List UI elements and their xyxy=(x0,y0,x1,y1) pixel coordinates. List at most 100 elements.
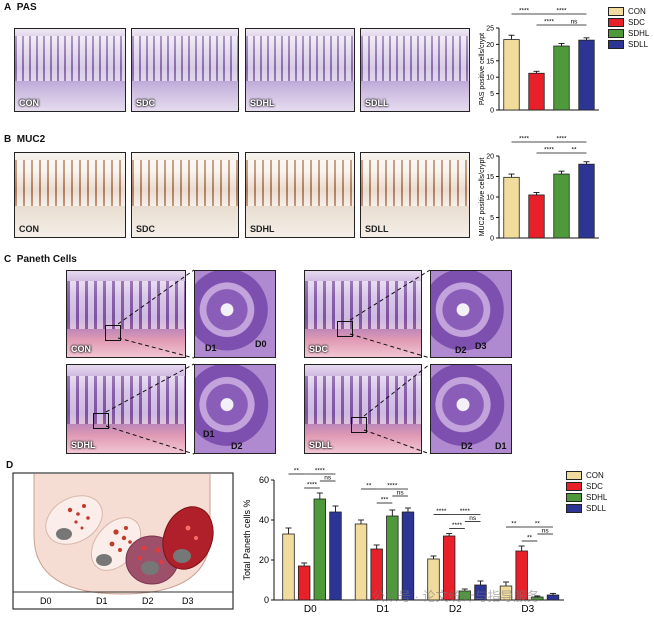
legend-item-con: CON xyxy=(608,6,652,17)
crypt-schematic: D0 D1 D2 D3 xyxy=(12,472,234,610)
pas-ytick-label: 25 xyxy=(486,26,494,33)
pas-ylabel: PAS positive cells/crypt xyxy=(479,33,486,105)
legend-swatch-sdhl xyxy=(608,29,624,38)
pas-ytick-label: 0 xyxy=(490,108,494,115)
legend-item-sdll: SDLL xyxy=(566,503,636,514)
legend-d: CON SDC SDHL SDLL xyxy=(566,470,636,514)
paneth-bar-con xyxy=(282,533,295,601)
zoom-con-label-1: D1 xyxy=(205,343,217,353)
legend-label-con: CON xyxy=(586,471,604,480)
schematic-label-d3: D3 xyxy=(182,596,194,606)
legend-label-sdhl: SDHL xyxy=(586,493,608,502)
pas-ytick-label: 15 xyxy=(486,58,494,65)
pas-image-sdhl: SDHL xyxy=(245,28,355,112)
muc2-ytick-label: 20 xyxy=(486,154,494,161)
legend-label-sdll: SDLL xyxy=(586,504,607,513)
legend-label-con: CON xyxy=(628,7,646,16)
pas-ytick-label: 20 xyxy=(486,42,494,49)
schematic-label-d0: D0 xyxy=(40,596,52,606)
pas-image-sdc: SDC xyxy=(131,28,239,112)
legend-swatch-sdll xyxy=(566,504,582,513)
paneth-sig-label: ns xyxy=(469,515,477,522)
panel-a-header: A PAS xyxy=(4,2,37,13)
paneth-sig-label: ** xyxy=(366,483,372,490)
legend-label-sdc: SDC xyxy=(586,482,603,491)
legend-swatch-con xyxy=(608,7,624,16)
paneth-sig-label: ** xyxy=(294,468,300,475)
legend-item-sdc: SDC xyxy=(608,17,652,28)
paneth-sig-label: ** xyxy=(511,521,517,528)
zoom-sdc-label-2: D3 xyxy=(475,341,487,351)
paneth-ytick-label: 60 xyxy=(259,475,269,485)
muc2-image-con: CON xyxy=(14,152,126,238)
pas-label-sdc: SDC xyxy=(136,98,156,108)
panel-c-header: C Paneth Cells xyxy=(4,254,77,265)
paneth-image-sdc: SDC xyxy=(304,270,422,358)
muc2-bar-con xyxy=(503,176,520,239)
paneth-bar-sdc xyxy=(297,565,311,601)
muc2-ytick-label: 0 xyxy=(490,236,494,243)
paneth-sig-label: **** xyxy=(452,522,463,529)
paneth-ytick-label: 20 xyxy=(259,555,269,565)
muc2-bar-sdll xyxy=(578,163,595,239)
legend-ab: CON SDC SDHL SDLL xyxy=(608,6,652,50)
paneth-image-con: CON xyxy=(66,270,186,358)
paneth-label-sdc: SDC xyxy=(309,344,329,354)
paneth-bar-con xyxy=(354,523,368,601)
zoom-sdc-label-1: D2 xyxy=(455,345,467,355)
legend-item-sdhl: SDHL xyxy=(608,28,652,39)
muc2-bar-sdhl xyxy=(553,173,570,239)
legend-label-sdc: SDC xyxy=(628,18,645,27)
paneth-zoom-sdll: D2 D1 xyxy=(430,364,512,454)
paneth-xtick-label: D2 xyxy=(449,604,462,615)
paneth-label-sdhl: SDHL xyxy=(71,440,96,450)
paneth-sig-label: **** xyxy=(460,508,471,515)
legend-swatch-con xyxy=(566,471,582,480)
pas-label-sdll: SDLL xyxy=(365,98,389,108)
paneth-ytick-label: 0 xyxy=(264,595,269,605)
paneth-bar-sdll xyxy=(329,511,342,601)
paneth-sig-label: **** xyxy=(307,482,318,489)
muc2-sig-label: **** xyxy=(556,136,567,143)
pas-sig-label: **** xyxy=(544,19,555,26)
muc2-label-con: CON xyxy=(19,224,39,234)
muc2-ylabel: MUC2 positive cells/crypt xyxy=(479,158,486,237)
muc2-sig-label: ** xyxy=(571,147,577,154)
legend-label-sdhl: SDHL xyxy=(628,29,650,38)
legend-item-con: CON xyxy=(566,470,636,481)
zoom-sdhl-label-1: D1 xyxy=(203,429,215,439)
paneth-image-sdhl: SDHL xyxy=(66,364,186,454)
paneth-xtick-label: D0 xyxy=(304,604,317,615)
muc2-bar-sdc xyxy=(528,194,545,239)
paneth-zoom-sdc: D2 D3 xyxy=(430,270,512,358)
paneth-image-sdll: SDLL xyxy=(304,364,422,454)
muc2-ytick-label: 5 xyxy=(490,215,494,222)
muc2-image-sdc: SDC xyxy=(131,152,239,238)
muc2-label-sdll: SDLL xyxy=(365,224,389,234)
legend-swatch-sdhl xyxy=(566,493,582,502)
muc2-sig-label: **** xyxy=(544,147,555,154)
paneth-bar-sdhl xyxy=(313,498,327,601)
cell-d3 xyxy=(162,506,214,570)
pas-image-con: CON xyxy=(14,28,126,112)
muc2-label-sdhl: SDHL xyxy=(250,224,275,234)
pas-bar-sdll xyxy=(578,39,595,111)
legend-swatch-sdc xyxy=(566,482,582,491)
pas-bar-con xyxy=(503,39,520,111)
paneth-sig-label: **** xyxy=(436,508,447,515)
pas-chart: PAS positive cells/crypt0510152025******… xyxy=(479,8,599,115)
paneth-label-con: CON xyxy=(71,344,91,354)
paneth-sig-label: **** xyxy=(315,468,326,475)
paneth-ylabel: Total Paneth cells % xyxy=(242,499,252,580)
paneth-sig-label: ns xyxy=(397,490,405,497)
legend-swatch-sdll xyxy=(608,40,624,49)
paneth-xtick-label: D1 xyxy=(376,604,389,615)
paneth-ytick-label: 40 xyxy=(259,515,269,525)
zoom-sdhl-label-2: D2 xyxy=(231,441,243,451)
pas-label-con: CON xyxy=(19,98,39,108)
paneth-zoom-sdhl: D1 D2 xyxy=(194,364,276,454)
paneth-sig-label: ** xyxy=(527,535,533,542)
legend-label-sdll: SDLL xyxy=(628,40,649,49)
paneth-sig-label: ns xyxy=(324,475,332,482)
